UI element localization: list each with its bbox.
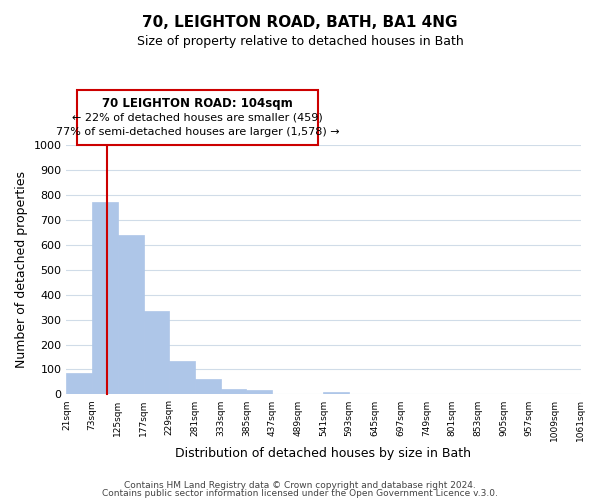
Bar (323, 392, 349, 394)
Text: 77% of semi-detached houses are larger (1,578) →: 77% of semi-detached houses are larger (… (56, 127, 340, 137)
Text: Size of property relative to detached houses in Bath: Size of property relative to detached ho… (137, 35, 463, 48)
X-axis label: Distribution of detached houses by size in Bath: Distribution of detached houses by size … (175, 447, 472, 460)
Bar (247, 390, 272, 394)
Bar (67, 373, 92, 394)
Text: Contains public sector information licensed under the Open Government Licence v.: Contains public sector information licen… (102, 489, 498, 498)
Bar (118, 234, 143, 394)
Y-axis label: Number of detached properties: Number of detached properties (15, 171, 28, 368)
Bar (143, 311, 169, 394)
Text: Contains HM Land Registry data © Crown copyright and database right 2024.: Contains HM Land Registry data © Crown c… (124, 480, 476, 490)
Text: ← 22% of detached houses are smaller (459): ← 22% of detached houses are smaller (45… (72, 112, 323, 122)
Bar (92, 202, 118, 394)
Bar (221, 389, 247, 394)
Bar (195, 380, 221, 394)
FancyBboxPatch shape (77, 90, 319, 144)
Bar (169, 360, 195, 394)
Text: 70 LEIGHTON ROAD: 104sqm: 70 LEIGHTON ROAD: 104sqm (102, 97, 293, 110)
Text: 70, LEIGHTON ROAD, BATH, BA1 4NG: 70, LEIGHTON ROAD, BATH, BA1 4NG (142, 15, 458, 30)
